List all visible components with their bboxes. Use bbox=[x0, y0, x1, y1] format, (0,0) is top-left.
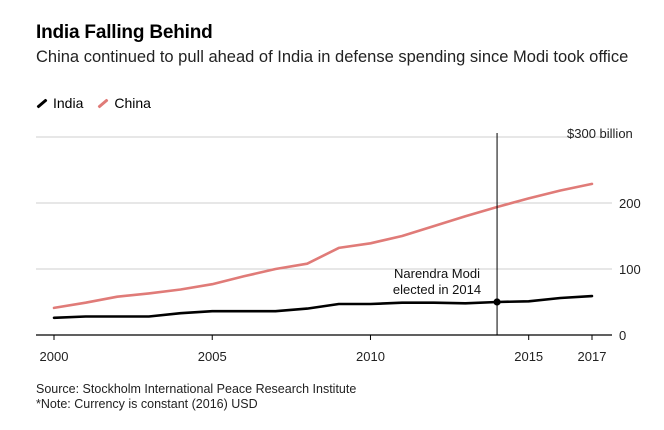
x-tick-label-2: 2010 bbox=[356, 349, 385, 364]
legend-label-china: China bbox=[114, 95, 151, 111]
y-tick-label-0: 0 bbox=[619, 328, 626, 343]
legend-item-india: India bbox=[36, 95, 83, 111]
chart-title: India Falling Behind bbox=[36, 22, 213, 43]
annotation-label-line-0: Narendra Modi bbox=[394, 266, 480, 281]
y-tick-label-1: 100 bbox=[619, 262, 641, 277]
y-tick-label-2: 200 bbox=[619, 196, 641, 211]
legend: India China bbox=[36, 95, 165, 111]
x-tick-label-0: 2000 bbox=[40, 349, 69, 364]
series-line-india bbox=[52, 294, 594, 320]
legend-label-india: India bbox=[53, 95, 84, 111]
series-layer bbox=[52, 182, 594, 320]
y-tick-label-3: $300 billion bbox=[567, 126, 633, 141]
series-line-china bbox=[52, 182, 594, 310]
x-tick-label-3: 2015 bbox=[514, 349, 543, 364]
x-tick-label-1: 2005 bbox=[198, 349, 227, 364]
footer: Source: Stockholm International Peace Re… bbox=[36, 382, 356, 412]
legend-item-china: China bbox=[97, 95, 151, 111]
annotation-point bbox=[493, 298, 501, 306]
annotation-label-line-1: elected in 2014 bbox=[393, 282, 481, 297]
x-tick-label-4: 2017 bbox=[578, 349, 607, 364]
source-note: Source: Stockholm International Peace Re… bbox=[36, 382, 357, 396]
chart-subtitle: China continued to pull ahead of India i… bbox=[36, 48, 629, 66]
tick-layer: 0 100 200 $300 billion 2000 2005 2010 2015 2017 bbox=[40, 126, 641, 364]
currency-note: *Note: Currency is constant (2016) USD bbox=[36, 397, 258, 411]
